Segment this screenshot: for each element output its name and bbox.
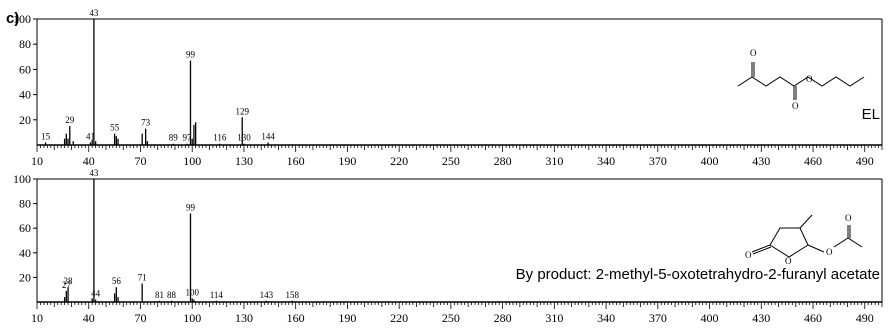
y-tick-label: 60 <box>19 62 31 76</box>
y-tick-label: 100 <box>13 172 31 186</box>
y-tick-label: 80 <box>19 37 31 51</box>
x-tick-label: 40 <box>83 311 95 325</box>
peak-label-43: 43 <box>89 168 99 178</box>
svg-text:O: O <box>745 250 752 260</box>
peak-label-15: 15 <box>41 131 51 141</box>
x-tick-label: 130 <box>235 311 253 325</box>
x-tick-label: 310 <box>545 311 563 325</box>
peak-label-99: 99 <box>186 50 196 60</box>
x-tick-label: 460 <box>804 311 822 325</box>
x-tick-label: 160 <box>287 311 305 325</box>
peak-label-130: 130 <box>237 133 251 143</box>
x-tick-label: 250 <box>442 311 460 325</box>
peak-label-114: 114 <box>210 290 224 300</box>
peak-label-73: 73 <box>141 118 151 128</box>
y-tick-label: 100 <box>13 12 31 26</box>
x-tick-label: 460 <box>804 154 822 168</box>
x-tick-label: 70 <box>134 154 146 168</box>
peak-label-144: 144 <box>261 131 275 141</box>
x-tick-label: 190 <box>338 154 356 168</box>
x-tick-label: 100 <box>183 154 201 168</box>
x-tick-label: 280 <box>494 154 512 168</box>
svg-text:O: O <box>792 101 799 111</box>
x-tick-label: 400 <box>701 154 719 168</box>
peak-label-88: 88 <box>167 290 177 300</box>
x-tick-label: 100 <box>183 311 201 325</box>
spectrum-panel-byproduct: 20 40 60 80 100 10 40 70 100 130 160 190 220 250 280 31… <box>13 168 883 325</box>
x-tick-label: 10 <box>31 311 43 325</box>
panel-label: c) <box>6 10 20 27</box>
peak-label-99: 99 <box>186 202 196 212</box>
x-tick-label: 280 <box>494 311 512 325</box>
x-tick-label: 130 <box>235 154 253 168</box>
y-tick-label: 60 <box>19 221 31 235</box>
x-tick-label: 10 <box>31 154 43 168</box>
peak-label-71: 71 <box>138 273 147 283</box>
x-tick-label: 430 <box>752 311 770 325</box>
x-tick-label: 490 <box>856 311 874 325</box>
peak-label-55: 55 <box>110 123 120 133</box>
x-tick-label: 400 <box>701 311 719 325</box>
svg-text:O: O <box>845 213 852 223</box>
svg-text:O: O <box>785 256 792 266</box>
y-tick-label: 40 <box>19 246 31 260</box>
x-tick-label: 250 <box>442 154 460 168</box>
x-tick-label: 340 <box>597 154 615 168</box>
x-tick-label: 220 <box>390 311 408 325</box>
peak-label-100: 100 <box>185 287 199 297</box>
peak-label-129: 129 <box>235 106 249 116</box>
x-tick-label: 430 <box>752 154 770 168</box>
compound-label-byproduct: By product: 2-methyl-5-oxotetrahydro-2-f… <box>515 266 880 283</box>
svg-text:O: O <box>806 74 813 84</box>
compound-label-el: EL <box>861 106 880 123</box>
x-tick-label: 160 <box>287 154 305 168</box>
x-tick-label: 340 <box>597 311 615 325</box>
peak-label-56: 56 <box>112 276 122 286</box>
peak-label-44: 44 <box>91 289 101 299</box>
x-tick-label: 310 <box>545 154 563 168</box>
peak-label-97: 97 <box>183 133 193 143</box>
peak-label-158: 158 <box>285 290 299 300</box>
svg-text:O: O <box>750 48 757 58</box>
x-tick-label: 70 <box>134 311 146 325</box>
x-tick-label: 370 <box>649 154 667 168</box>
peak-label-41: 41 <box>86 131 95 141</box>
peak-label-116: 116 <box>213 133 227 143</box>
peak-label-143: 143 <box>260 290 274 300</box>
y-tick-label: 20 <box>19 270 31 284</box>
peak-label-81: 81 <box>155 290 164 300</box>
x-tick-label: 220 <box>390 154 408 168</box>
x-tick-label: 370 <box>649 311 667 325</box>
peak-label-27: 27 <box>62 280 72 290</box>
svg-text:O: O <box>826 247 833 257</box>
x-tick-label: 40 <box>83 154 95 168</box>
peak-label-89: 89 <box>169 133 179 143</box>
spectrum-panel-el: 20 40 60 80 100 10 40 70 100 130 160 190 220 250 280 31… <box>13 8 883 168</box>
y-tick-label: 20 <box>19 113 31 127</box>
y-tick-label: 40 <box>19 88 31 102</box>
x-tick-label: 490 <box>856 154 874 168</box>
peak-label-29: 29 <box>65 115 75 125</box>
ethyl-levulinate-structure-icon: O O O <box>737 48 865 111</box>
x-tick-label: 190 <box>338 311 356 325</box>
furanyl-acetate-structure-icon: O O O O <box>745 213 863 266</box>
peak-label-43: 43 <box>89 8 99 18</box>
y-tick-label: 80 <box>19 197 31 211</box>
peak-label-28: 28 <box>64 276 74 286</box>
